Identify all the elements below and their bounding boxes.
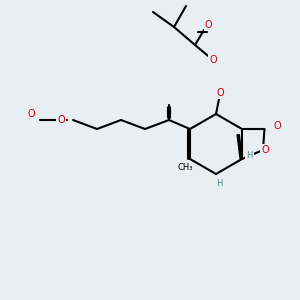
Text: O: O	[27, 109, 35, 119]
Text: O: O	[205, 20, 212, 31]
Text: H: H	[216, 178, 222, 188]
Text: O: O	[57, 115, 65, 125]
Text: O: O	[209, 55, 217, 65]
Text: O: O	[217, 88, 224, 98]
Text: H: H	[246, 152, 253, 160]
Text: O: O	[261, 145, 269, 155]
Text: CH₃: CH₃	[178, 164, 193, 172]
Text: O: O	[273, 121, 281, 131]
